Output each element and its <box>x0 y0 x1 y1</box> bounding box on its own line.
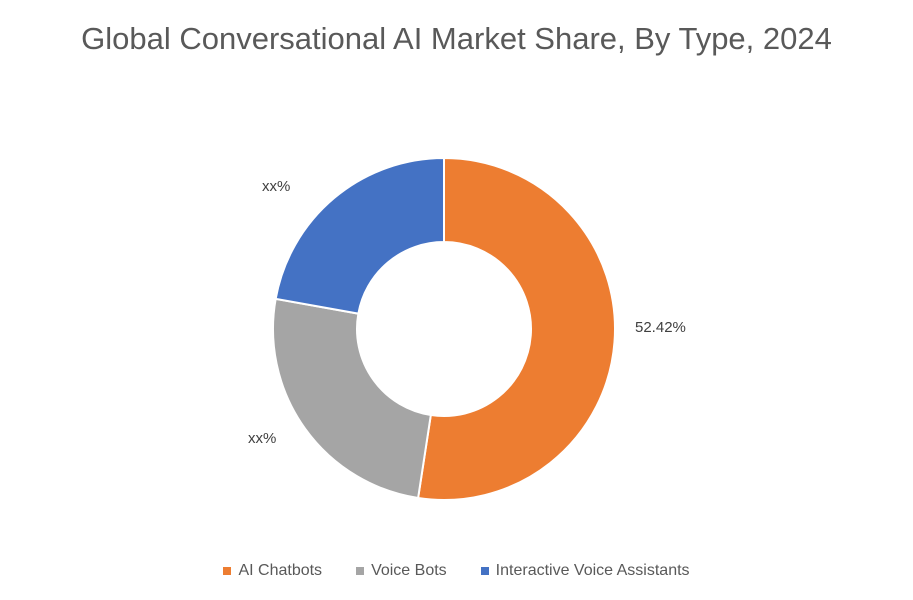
legend-item: Interactive Voice Assistants <box>480 562 690 580</box>
slice-voice-bots <box>272 297 432 500</box>
legend-swatch <box>223 567 232 575</box>
slice-ai-chatbots <box>416 156 616 501</box>
legend-label: Voice Bots <box>371 562 447 579</box>
data-label: 52.42% <box>635 319 686 336</box>
data-label: xx% <box>262 178 290 195</box>
legend-item: AI Chatbots <box>223 562 322 580</box>
legend-item: Voice Bots <box>356 562 447 580</box>
legend-swatch <box>356 567 365 575</box>
slice-interactive-voice-assistants <box>274 156 445 315</box>
chart-title: Global Conversational AI Market Share, B… <box>81 21 832 56</box>
legend-label: AI Chatbots <box>238 562 323 579</box>
legend: AI Chatbots Voice Bots Interactive Voice A… <box>0 562 913 580</box>
data-label: xx% <box>248 430 276 447</box>
legend-swatch <box>480 567 489 575</box>
legend-label: Interactive Voice Assistants <box>495 562 690 579</box>
